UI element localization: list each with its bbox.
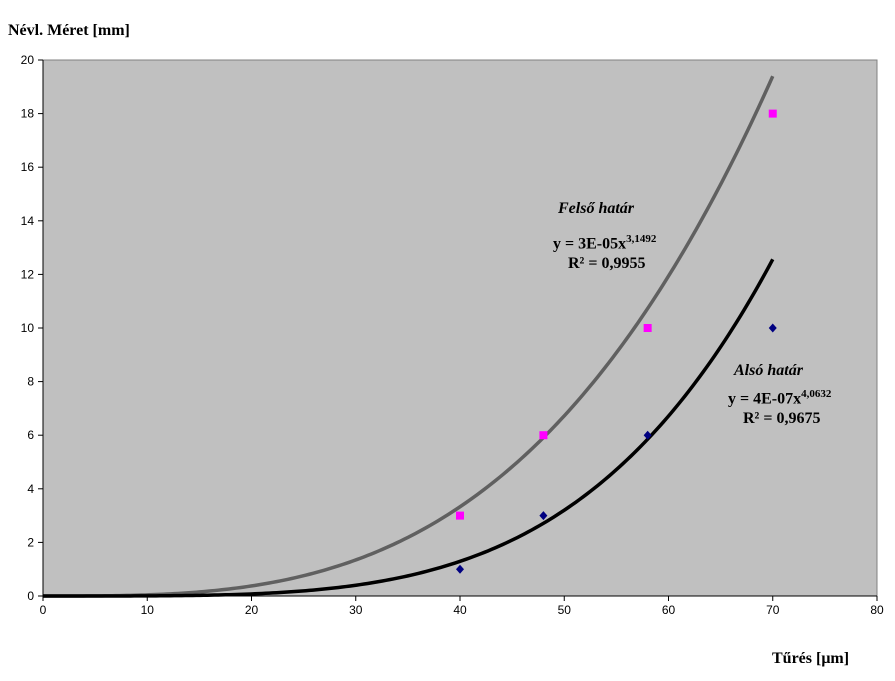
y-tick-label: 4 (27, 482, 34, 496)
upper-data-point (456, 511, 464, 520)
y-tick-label: 18 (21, 107, 35, 121)
x-tick-label: 70 (766, 603, 780, 617)
y-tick-label: 8 (27, 375, 34, 389)
upper-equation-prefix: y = 3E-05x (553, 235, 627, 253)
y-tick-label: 6 (27, 428, 34, 442)
upper-trendline-equation: y = 3E-05x3,1492 (553, 233, 656, 253)
x-tick-label: 10 (141, 603, 155, 617)
upper-trendline-r2: R² = 0,9955 (568, 255, 646, 272)
y-tick-label: 2 (27, 535, 34, 549)
lower-equation-exponent: 4,0632 (801, 388, 832, 400)
upper-data-point (768, 109, 777, 118)
y-tick-label: 0 (27, 589, 34, 603)
upper-equation-exponent: 3,1492 (626, 233, 657, 245)
y-tick-label: 10 (21, 321, 35, 335)
x-tick-label: 60 (662, 603, 676, 617)
x-tick-label: 20 (245, 603, 259, 617)
lower-trendline-r2: R² = 0,9675 (743, 410, 821, 427)
lower-trendline-equation: y = 4E-07x4,0632 (728, 388, 831, 408)
upper-data-point (539, 431, 548, 440)
x-tick-label: 50 (558, 603, 572, 617)
y-tick-label: 14 (21, 214, 35, 228)
x-tick-label: 40 (453, 603, 467, 617)
y-tick-label: 12 (21, 267, 35, 281)
lower-data-point (456, 564, 464, 574)
x-tick-label: 30 (349, 603, 363, 617)
axes: 0 10 20 30 40 50 60 70 80 0 2 4 6 8 10 12 14 16 18 20 (21, 53, 884, 617)
data-markers (456, 109, 777, 574)
x-axis-title: Tűrés [μm] (772, 650, 850, 667)
x-tick-label: 80 (870, 603, 884, 617)
lower-equation-prefix: y = 4E-07x (728, 390, 802, 408)
upper-trendline-name: Felső határ (558, 200, 635, 217)
lower-data-point (643, 430, 652, 440)
upper-data-point (643, 324, 652, 332)
y-axis-title: Névl. Méret [mm] (8, 22, 130, 39)
lower-data-point (539, 511, 548, 521)
lower-trendline-name: Alsó határ (734, 362, 803, 379)
y-tick-label: 16 (21, 160, 35, 174)
y-tick-label: 20 (21, 53, 35, 67)
x-tick-label: 0 (40, 603, 47, 617)
lower-data-point (768, 323, 777, 333)
